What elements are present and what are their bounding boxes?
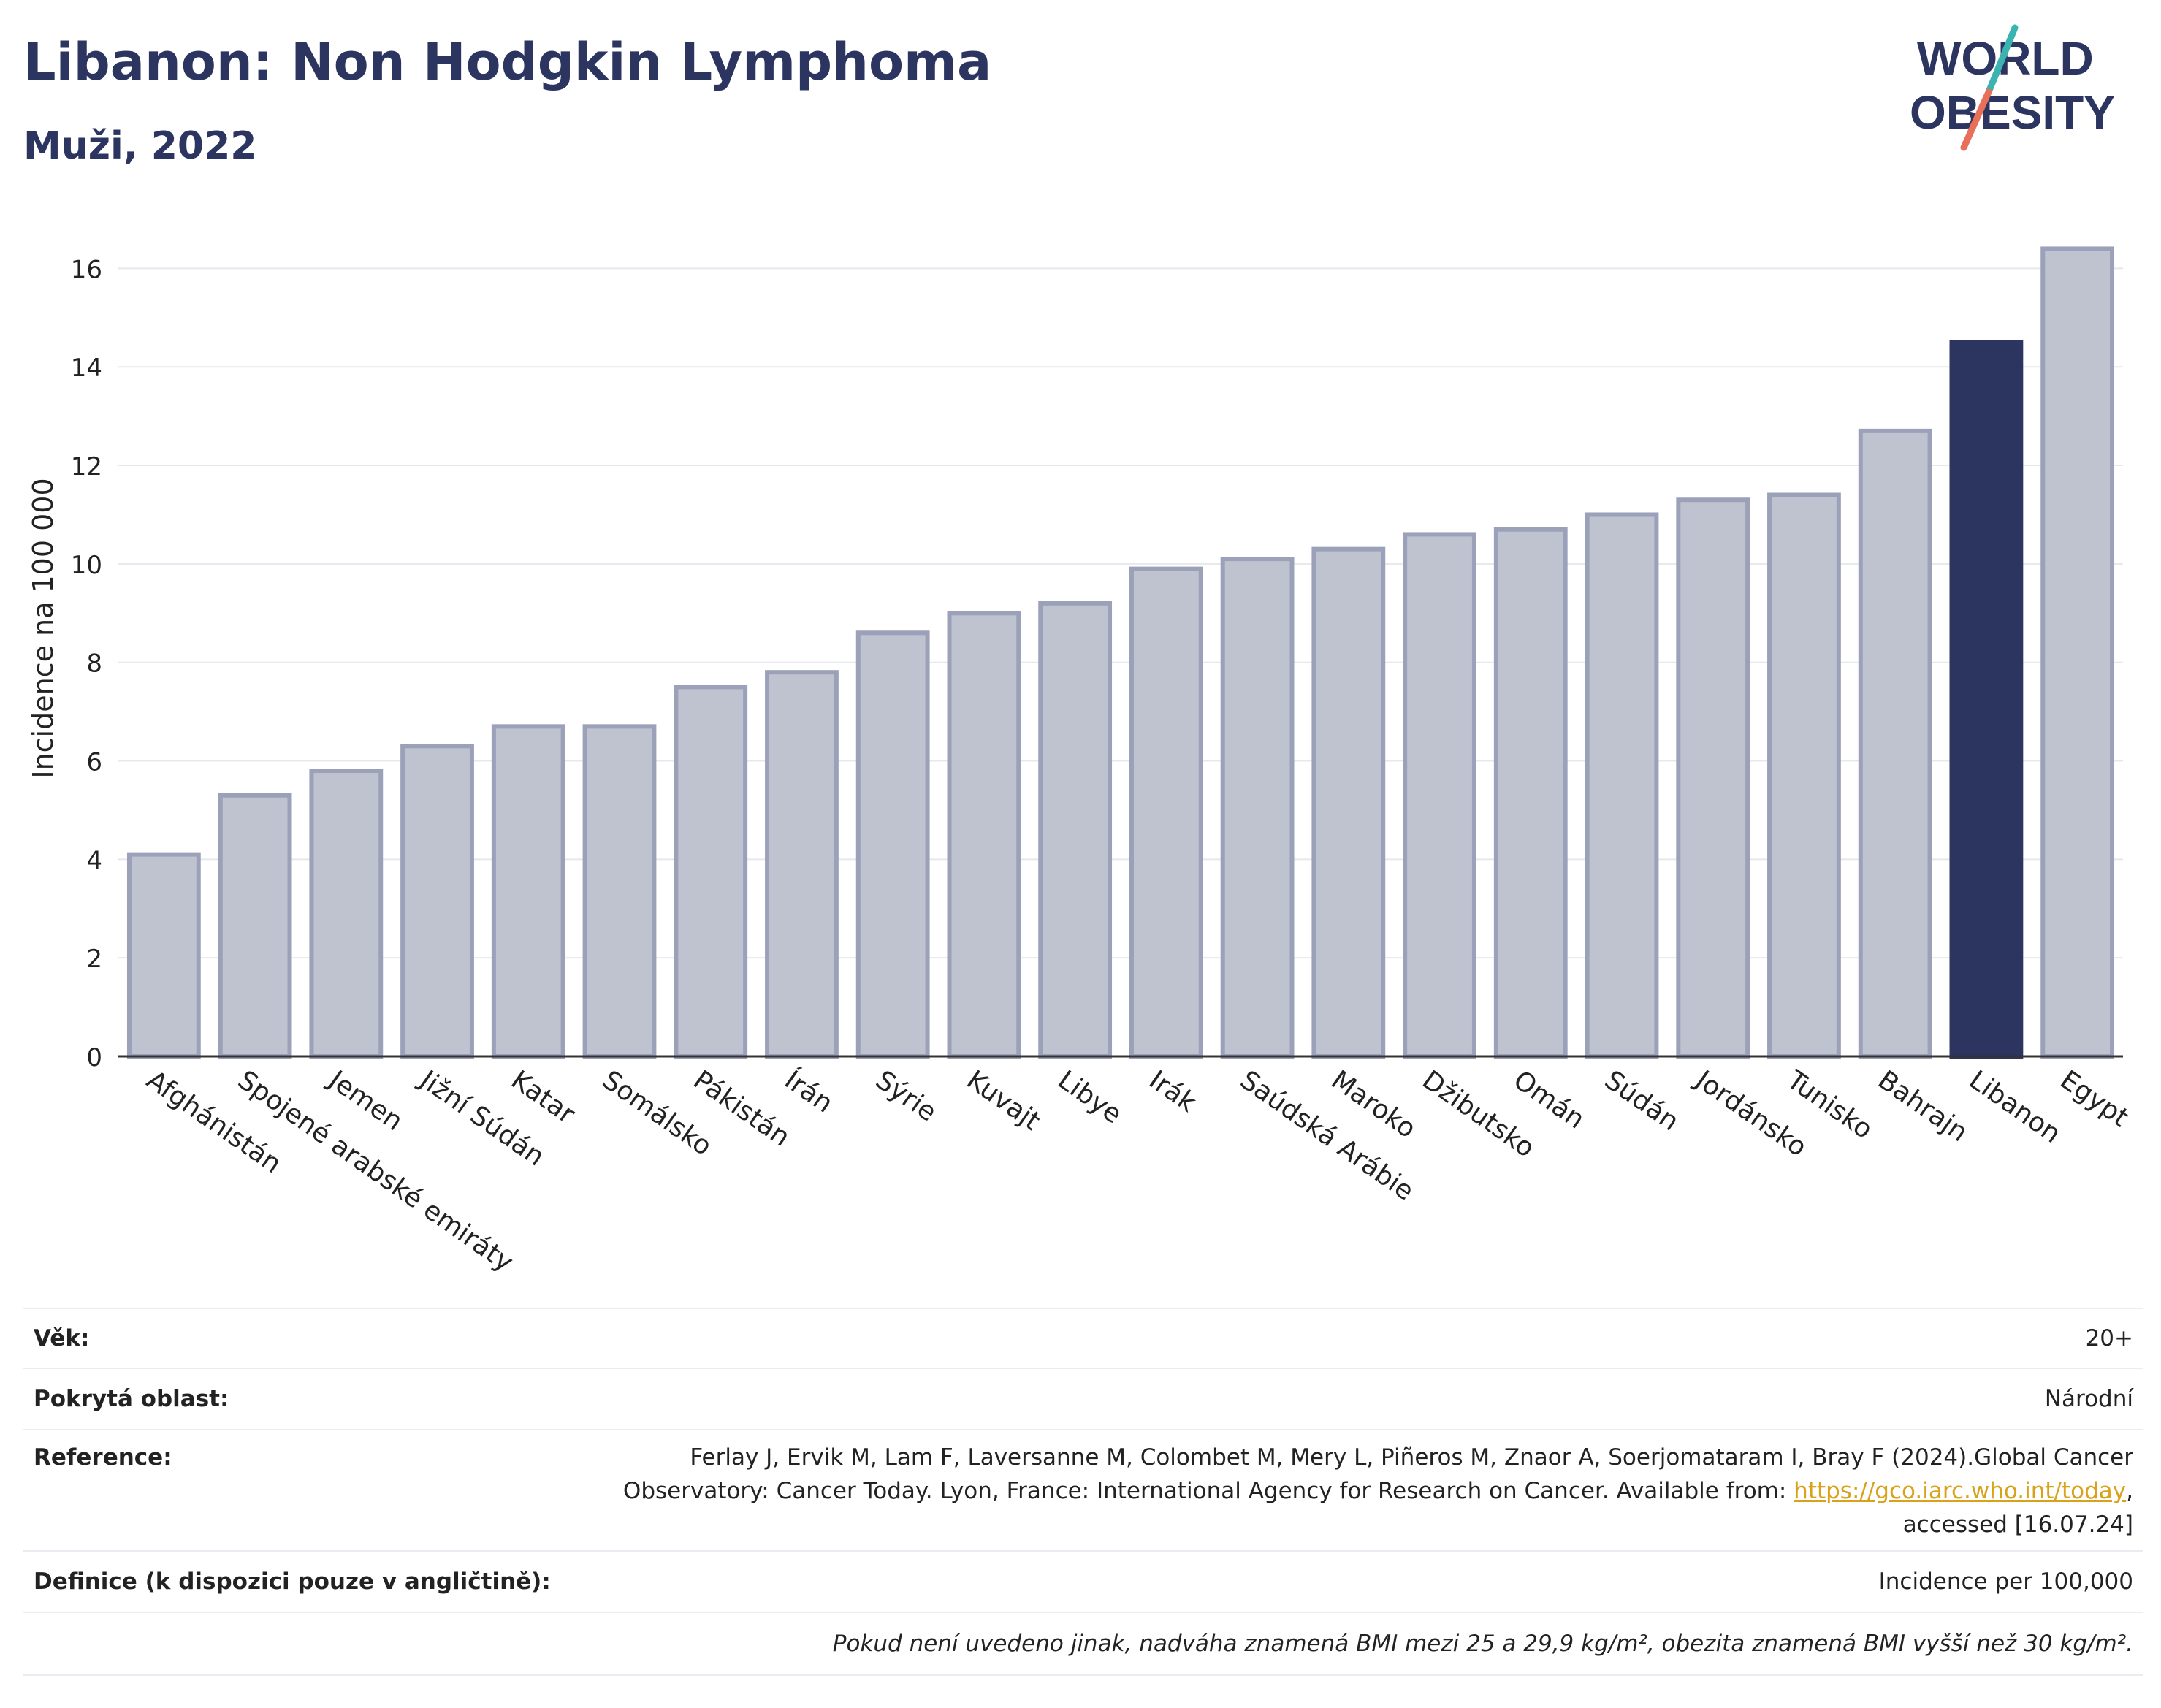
reference-comma: , xyxy=(2126,1478,2133,1504)
bar-súdán xyxy=(1585,512,1659,1059)
x-tick-label: Saúdská Arábie xyxy=(1235,1065,1419,1207)
bar-afghánistán xyxy=(126,852,201,1059)
bar-pákistán xyxy=(674,685,748,1059)
x-tick-label: Libanon xyxy=(1964,1065,2066,1149)
y-tick-label: 14 xyxy=(71,354,102,383)
bar-jemen xyxy=(309,769,384,1059)
info-row-age: Věk: 20+ xyxy=(23,1308,2143,1368)
x-tick-label: Omán xyxy=(1508,1065,1590,1135)
bar-jordánsko xyxy=(1676,497,1750,1059)
y-tick-label: 8 xyxy=(86,649,102,679)
x-tick-label: Kuvajt xyxy=(961,1065,1045,1137)
reference-label: Reference: xyxy=(34,1444,172,1471)
reference-line-2: Observatory: Cancer Today. Lyon, France:… xyxy=(622,1478,1787,1504)
info-row-area: Pokrytá oblast: Národní xyxy=(23,1368,2143,1429)
y-tick-label: 2 xyxy=(86,945,102,974)
x-tick-label: Bahrajn xyxy=(1872,1065,1973,1148)
reference-line-1: Ferlay J, Ervik M, Lam F, Laversanne M, … xyxy=(690,1444,2133,1471)
bar-tunisko xyxy=(1767,492,1841,1059)
y-tick-label: 6 xyxy=(86,748,102,777)
y-tick-label: 0 xyxy=(86,1043,102,1072)
area-value: Národní xyxy=(2044,1386,2133,1412)
x-tick-label: Egypt xyxy=(2054,1065,2134,1133)
x-tick-label: Súdán xyxy=(1599,1065,1684,1137)
y-axis-label: Incidence na 100 000 xyxy=(27,478,59,778)
y-tick-label: 4 xyxy=(86,846,102,875)
bar-džibutsko xyxy=(1403,532,1476,1059)
info-row-definition: Definice (k dispozici pouze v angličtině… xyxy=(23,1550,2143,1612)
bar-libye xyxy=(1038,601,1113,1059)
y-tick-label: 12 xyxy=(71,452,102,481)
logo-text-obesity: OBESITY xyxy=(1910,86,2115,139)
x-tick-label: Katar xyxy=(506,1065,580,1130)
bar-kuvajt xyxy=(947,611,1021,1059)
x-tick-label: Irák xyxy=(1143,1065,1202,1118)
bar-saúdská-arábie xyxy=(1220,557,1295,1059)
x-tick-label: Libye xyxy=(1052,1065,1127,1130)
bar-írán xyxy=(765,670,839,1059)
x-tick-label: Sýrie xyxy=(870,1065,942,1128)
x-tick-label: Írán xyxy=(779,1064,839,1119)
bar-irák xyxy=(1129,566,1203,1059)
reference-value: Ferlay J, Ervik M, Lam F, Laversanne M, … xyxy=(623,1441,2143,1541)
info-table: Věk: 20+ Pokrytá oblast: Národní Referen… xyxy=(23,1308,2143,1676)
bar-libanon xyxy=(1949,340,2024,1059)
page-title: Libanon: Non Hodgkin Lymphoma xyxy=(23,32,992,92)
bar-katar xyxy=(491,724,565,1059)
bar-somálsko xyxy=(582,724,657,1059)
bar-maroko xyxy=(1311,546,1386,1059)
logo-slash-teal xyxy=(1985,24,2019,96)
page-subtitle: Muži, 2022 xyxy=(23,124,257,168)
definition-value: Incidence per 100,000 xyxy=(1878,1568,2133,1595)
area-label: Pokrytá oblast: xyxy=(34,1386,229,1412)
age-label: Věk: xyxy=(34,1325,90,1351)
y-tick-label: 16 xyxy=(71,255,102,284)
reference-line-3: accessed [16.07.24] xyxy=(1902,1511,2133,1538)
bar-omán xyxy=(1493,527,1568,1059)
bar-jižní-súdán xyxy=(400,744,474,1059)
bar-egypt xyxy=(2040,246,2115,1059)
definition-label: Definice (k dispozici pouze v angličtině… xyxy=(34,1568,551,1595)
info-row-reference: Reference: Ferlay J, Ervik M, Lam F, Lav… xyxy=(23,1429,2143,1550)
bar-sýrie xyxy=(855,630,930,1059)
age-value: 20+ xyxy=(2085,1325,2133,1351)
logo-slash-coral xyxy=(1960,88,1992,151)
bar-spojené-arabské-emiráty xyxy=(218,793,292,1059)
bmi-note: Pokud není uvedeno jinak, nadváha znamen… xyxy=(832,1631,2133,1657)
bar-bahrajn xyxy=(1858,428,1932,1059)
info-row-note: Pokud není uvedeno jinak, nadváha znamen… xyxy=(23,1612,2143,1676)
y-tick-label: 10 xyxy=(71,551,102,580)
world-obesity-logo: WORLD OBESITY xyxy=(1910,24,2115,151)
reference-link[interactable]: https://gco.iarc.who.int/today xyxy=(1794,1478,2127,1504)
